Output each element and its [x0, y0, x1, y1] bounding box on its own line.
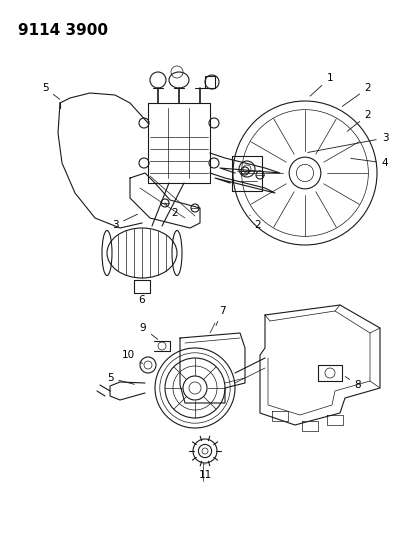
Text: 6: 6: [139, 295, 145, 305]
Text: 2: 2: [250, 215, 261, 230]
Text: 2: 2: [347, 110, 371, 131]
Text: 2: 2: [342, 83, 371, 107]
Text: 9: 9: [140, 323, 158, 340]
Text: 5: 5: [42, 83, 60, 99]
Text: 3: 3: [308, 133, 388, 152]
Text: 11: 11: [199, 464, 212, 480]
Text: 1: 1: [310, 73, 333, 96]
Bar: [205, 76, 215, 88]
Text: 5: 5: [107, 373, 134, 384]
Text: 3: 3: [112, 214, 138, 230]
Text: 8: 8: [345, 376, 361, 390]
Text: 10: 10: [121, 350, 143, 364]
Text: 7: 7: [216, 306, 225, 326]
Text: 2: 2: [165, 203, 178, 218]
Text: 4: 4: [351, 158, 388, 168]
Text: 9114 3900: 9114 3900: [18, 23, 108, 38]
